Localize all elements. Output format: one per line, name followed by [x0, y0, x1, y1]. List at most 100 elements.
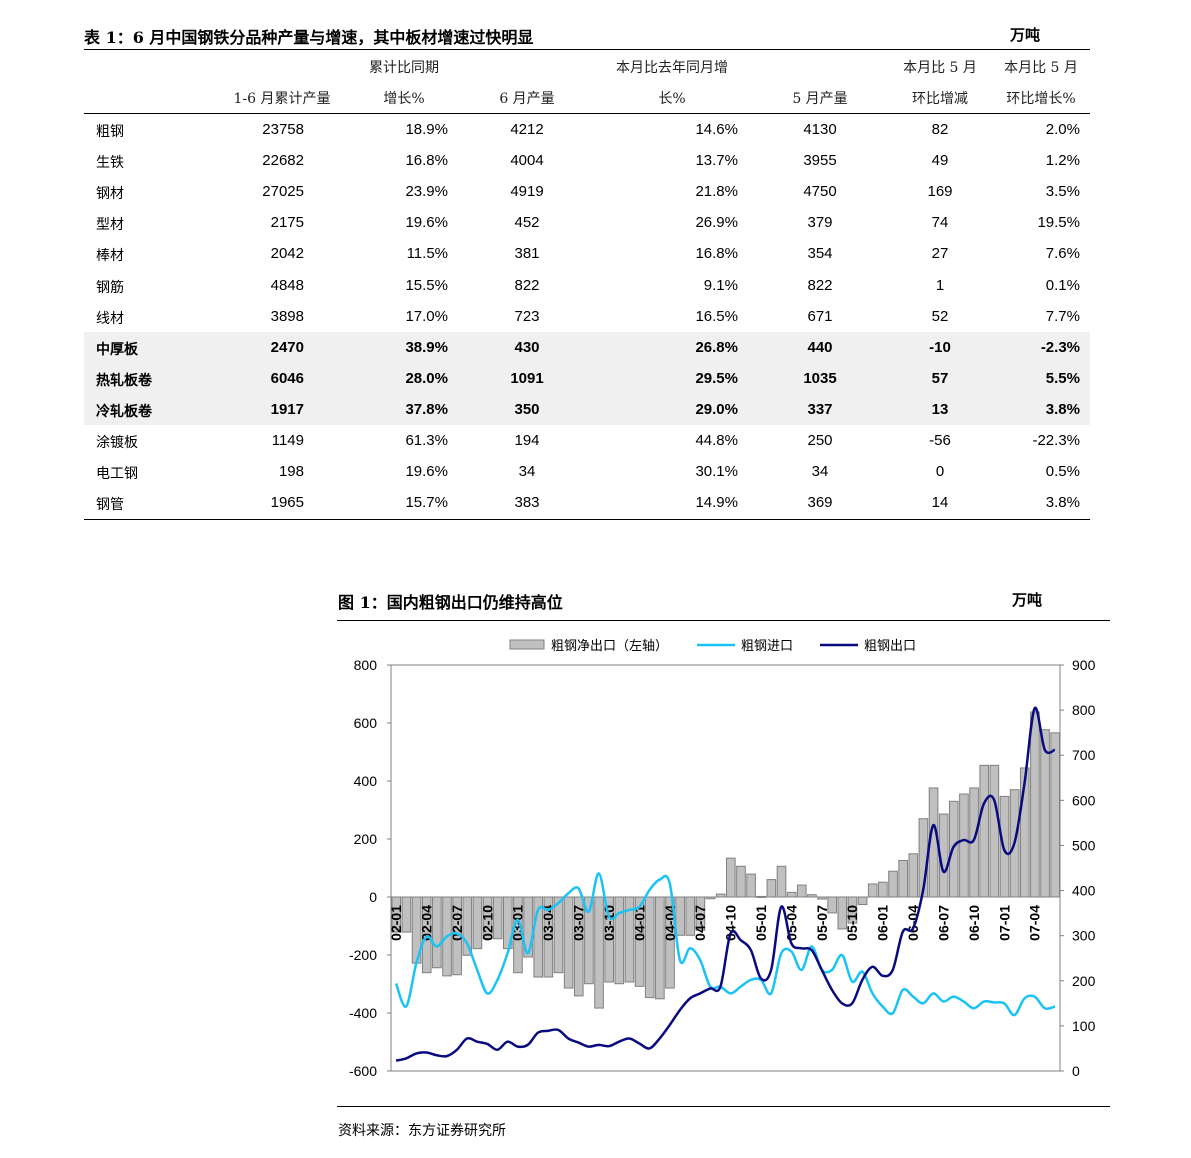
bar — [1040, 729, 1050, 898]
x-axis-tick-label: 05-01 — [753, 905, 769, 941]
table-row: 中厚板 2470 38.9% 430 26.8% 440 -10 -2.3% — [84, 331, 1090, 363]
table-cell: -56 — [929, 432, 951, 449]
table-row: 钢材 27025 23.9% 4919 21.8% 4750 169 3.5% — [84, 176, 1090, 207]
x-axis-tick-label: 05-07 — [814, 905, 830, 941]
table-cell: 4212 — [510, 121, 544, 138]
row-label: 电工钢 — [96, 466, 138, 483]
left-axis-tick-label: 200 — [354, 831, 378, 847]
right-axis-tick-label: 100 — [1072, 1018, 1096, 1034]
table-cell: 440 — [807, 338, 833, 356]
table-cell: 18.9% — [405, 121, 448, 138]
table-cell: 34 — [518, 463, 536, 481]
table-cell: 28.0% — [405, 369, 448, 387]
table-cell: 369 — [807, 494, 833, 512]
left-axis-tick-label: 600 — [354, 715, 378, 731]
table-row: 涂镀板 1149 61.3% 194 44.8% 250 -56 -22.3% — [84, 425, 1090, 456]
table-cell: 16.5% — [695, 307, 738, 325]
table-row: 线材 3898 17.0% 723 16.5% 671 52 7.7% — [84, 301, 1090, 332]
table-cell: 4750 — [803, 183, 837, 201]
column-header: 本月比 5 月 — [1004, 60, 1078, 76]
legend-bar-swatch — [509, 639, 545, 650]
x-axis-tick-label: 06-10 — [966, 905, 982, 941]
table-cell: 1917 — [270, 400, 304, 418]
table-cell: 15.5% — [405, 276, 448, 294]
row-label: 型材 — [96, 217, 124, 234]
table-row: 粗钢 23758 18.9% 4212 14.6% 4130 82 2.0% — [84, 114, 1090, 145]
x-axis-tick-label: 05-10 — [844, 905, 860, 941]
left-axis-tick-label: -600 — [349, 1063, 377, 1079]
table-cell: 198 — [278, 463, 304, 481]
table-cell: 194 — [514, 432, 540, 449]
table-cell: 822 — [807, 276, 833, 294]
table-cell: 383 — [514, 494, 540, 512]
table-cell: 44.8% — [695, 432, 738, 449]
bar — [959, 793, 969, 898]
x-axis-tick-label: 04-01 — [631, 905, 647, 941]
table-cell: 3.5% — [1045, 183, 1080, 201]
table-cell: 49 — [931, 152, 949, 170]
row-label: 中厚板 — [96, 341, 138, 358]
table-cell: -2.3% — [1040, 338, 1080, 356]
legend-label: 粗钢进口 — [741, 638, 793, 653]
bar — [736, 865, 746, 898]
table-cell: 14.6% — [695, 121, 738, 138]
table-cell: 30.1% — [695, 463, 738, 481]
right-axis-tick-label: 800 — [1072, 702, 1096, 718]
figure-unit: 万吨 — [1012, 591, 1043, 609]
table-cell: 3.8% — [1045, 494, 1080, 512]
table-cell: 23.9% — [405, 183, 448, 201]
table-cell: 0.5% — [1045, 463, 1080, 481]
table-cell: 723 — [514, 307, 540, 325]
table-cell: 15.7% — [405, 494, 448, 512]
x-axis-tick-label: 04-07 — [692, 905, 708, 941]
right-axis-tick-label: 900 — [1072, 657, 1096, 673]
table-row: 生铁 22682 16.8% 4004 13.7% 3955 49 1.2% — [84, 145, 1090, 176]
bar — [989, 764, 1000, 898]
bar — [796, 884, 807, 898]
right-axis-tick-label: 700 — [1072, 747, 1096, 763]
table-cell: 7.6% — [1045, 245, 1080, 263]
x-axis-tick-label: 07-04 — [1027, 905, 1043, 941]
table-cell: 3955 — [803, 152, 837, 170]
right-axis-tick-label: 300 — [1072, 928, 1096, 944]
table-cell: 17.0% — [405, 307, 448, 325]
bar — [979, 764, 990, 898]
figure-top-rule — [337, 620, 1110, 621]
table-cell: 430 — [514, 338, 540, 356]
table-cell: 1 — [935, 276, 945, 294]
table-cell: 1091 — [510, 369, 544, 387]
bar — [1050, 732, 1061, 898]
table-cell: 6046 — [270, 369, 304, 387]
table-cell: 2.0% — [1045, 121, 1080, 138]
column-header: 本月比去年同月增 — [616, 60, 728, 76]
table-cell: 26.9% — [695, 214, 738, 232]
table-cell: 23758 — [262, 121, 304, 138]
left-axis-tick-label: -200 — [349, 947, 377, 963]
table-cell: 3.8% — [1045, 400, 1080, 418]
table-cell: 2175 — [270, 214, 304, 232]
x-axis-tick-label: 06-07 — [935, 905, 951, 941]
table-cell: 4004 — [510, 152, 544, 170]
figure-bottom-rule — [337, 1106, 1110, 1107]
column-header: 长% — [658, 91, 686, 107]
row-label: 冷轧板卷 — [96, 403, 152, 420]
bar — [999, 795, 1010, 898]
x-axis-tick-label: 02-10 — [479, 905, 495, 941]
right-axis-tick-label: 400 — [1072, 883, 1096, 899]
column-header: 增长% — [383, 91, 425, 107]
row-label: 钢筋 — [96, 279, 124, 296]
bar — [766, 879, 777, 898]
table-row: 型材 2175 19.6% 452 26.9% 379 74 19.5% — [84, 207, 1090, 238]
row-label: 粗钢 — [96, 124, 124, 140]
bar — [726, 857, 736, 898]
table-cell: 0.1% — [1045, 276, 1080, 294]
table-cell: 52 — [931, 307, 949, 325]
column-header: 5 月产量 — [792, 91, 848, 107]
table-cell: 13.7% — [695, 152, 738, 170]
table-cell: 452 — [514, 214, 540, 232]
x-axis-tick-label: 03-10 — [601, 905, 617, 941]
x-axis-tick-label: 06-01 — [875, 905, 891, 941]
table-cell: 4848 — [270, 276, 304, 294]
table-cell: 29.0% — [695, 400, 738, 418]
table-cell: 82 — [931, 121, 949, 138]
